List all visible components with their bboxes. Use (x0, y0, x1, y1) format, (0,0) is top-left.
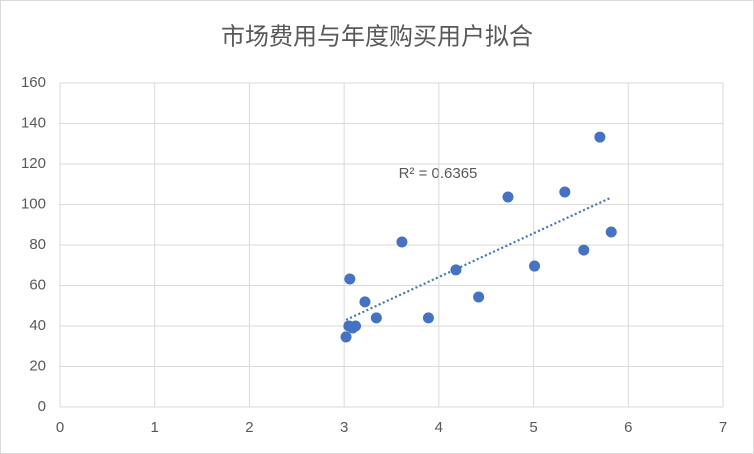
point (605, 226, 617, 238)
point (559, 186, 571, 198)
point (359, 296, 371, 308)
point (344, 273, 356, 285)
x-tick-label: 5 (529, 419, 537, 436)
chart-title: 市场费用与年度购买用户拟合 (221, 23, 533, 50)
y-tick-label: 140 (21, 114, 46, 131)
point (340, 331, 352, 343)
x-tick-label: 2 (245, 419, 253, 436)
point (370, 312, 382, 324)
y-tick-label: 60 (29, 276, 46, 293)
annotation: R² = 0.6365 (399, 165, 478, 182)
point (502, 191, 514, 203)
y-tick-label: 120 (21, 155, 46, 172)
point (473, 291, 485, 303)
point (422, 312, 434, 324)
y-tick-label: 100 (21, 195, 46, 212)
point (578, 244, 590, 256)
trendline (345, 196, 612, 321)
x-tick-label: 1 (151, 419, 159, 436)
x-tick-label: 0 (56, 419, 64, 436)
y-tick-label: 80 (29, 236, 46, 253)
x-tick-label: 7 (719, 419, 727, 436)
point (396, 236, 408, 248)
x-tick-label: 3 (340, 419, 348, 436)
y-tick-label: 160 (21, 74, 46, 91)
y-tick-label: 40 (29, 317, 46, 334)
x-tick-label: 6 (624, 419, 632, 436)
y-tick-label: 0 (38, 398, 46, 415)
point (594, 131, 606, 143)
point (529, 260, 541, 272)
x-tick-label: 4 (435, 419, 443, 436)
y-tick-label: 20 (29, 357, 46, 374)
point (350, 320, 362, 332)
point (450, 264, 462, 276)
